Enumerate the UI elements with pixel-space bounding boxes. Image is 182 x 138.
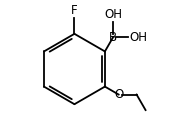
Text: F: F [71,4,78,17]
Text: B: B [109,31,117,44]
Text: OH: OH [129,31,147,44]
Text: OH: OH [104,8,122,21]
Text: O: O [114,88,123,101]
